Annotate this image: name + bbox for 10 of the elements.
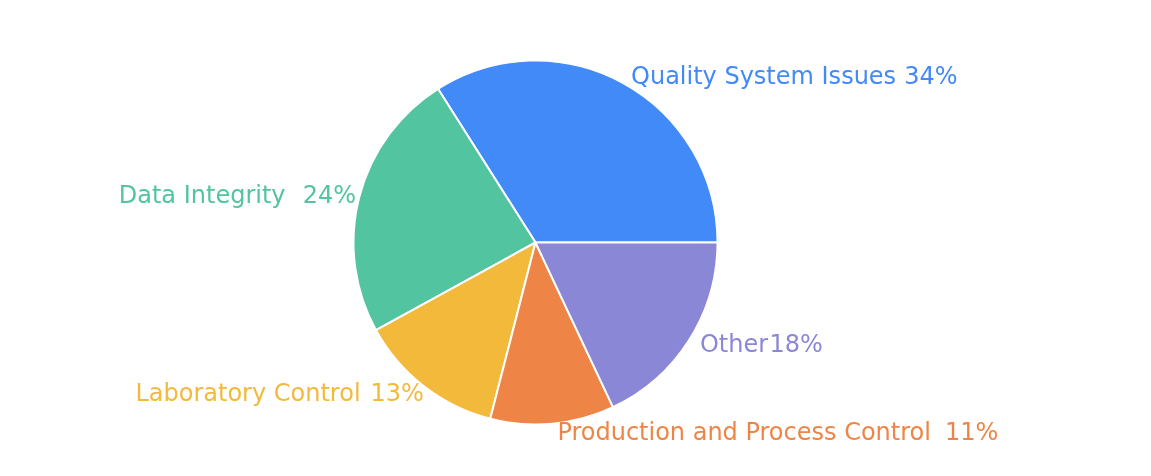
- data-label: 34%: [904, 62, 958, 90]
- slice-label: Laboratory Control: [135, 378, 361, 407]
- slice-label: Production and Process Control: [557, 417, 931, 446]
- data-label: 13%: [370, 378, 424, 407]
- slice-label: Data Integrity: [118, 181, 286, 210]
- slice-label: Quality System Issues: [631, 62, 897, 90]
- data-label: 11%: [944, 417, 999, 446]
- data-label: 18%: [769, 330, 823, 359]
- slice-label: Other: [699, 330, 769, 359]
- data-label: 24%: [302, 181, 357, 210]
